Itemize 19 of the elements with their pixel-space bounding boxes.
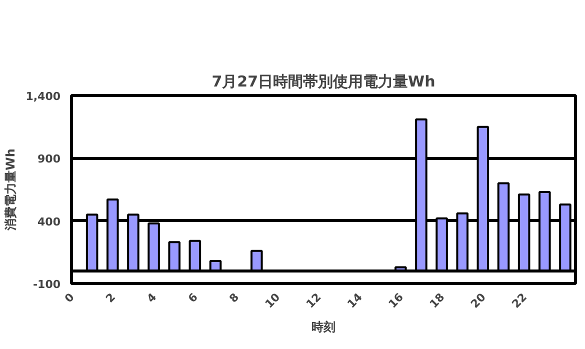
x-tick-label: 8 [226, 290, 242, 306]
y-axis-title: 消費電力量Wh [4, 148, 18, 232]
x-tick-label: 4 [144, 290, 160, 306]
chart-title: 7月27日時間帯別使用電力量Wh [212, 72, 436, 90]
x-tick-label: 16 [386, 290, 406, 311]
y-tick-label: 400 [38, 215, 61, 228]
y-tick-label: -100 [32, 278, 61, 291]
x-tick-label: 14 [344, 290, 366, 311]
x-tick-label: 0 [62, 290, 78, 306]
x-tick-label: 22 [509, 290, 530, 311]
x-axis-title: 時刻 [312, 320, 336, 334]
x-tick-label: 12 [304, 290, 324, 311]
x-tick-label: 18 [427, 290, 448, 311]
x-tick-label: 20 [468, 290, 489, 311]
x-tick-label: 2 [103, 290, 118, 306]
y-tick-label: 900 [38, 152, 61, 166]
x-tick-label: 10 [262, 290, 283, 311]
y-tick-label: 1,400 [26, 90, 61, 103]
x-tick-label: 6 [186, 290, 201, 306]
